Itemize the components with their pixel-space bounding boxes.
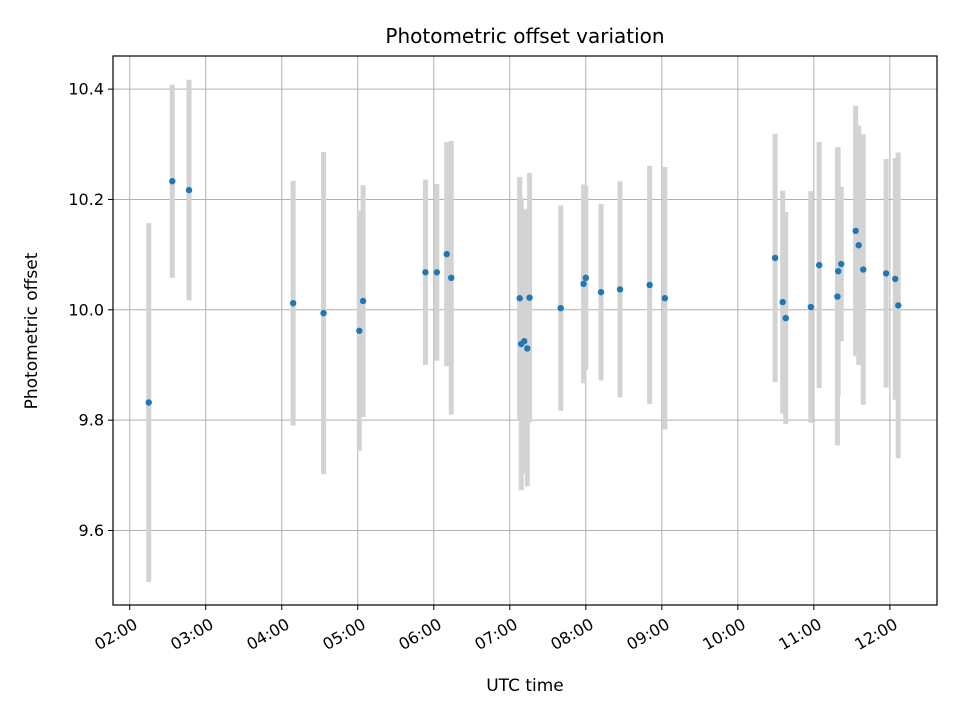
y-tick-label: 10.0 [68, 300, 104, 319]
x-axis-title: UTC time [486, 676, 564, 696]
data-point [834, 293, 841, 300]
data-point [516, 295, 523, 302]
data-point [433, 269, 441, 276]
data-point [289, 299, 297, 307]
data-point [169, 178, 176, 185]
y-tick-label: 9.6 [79, 521, 104, 540]
chart-title: Photometric offset variation [385, 24, 664, 48]
data-point [580, 280, 587, 288]
data-point [895, 302, 902, 309]
data-point [557, 304, 564, 312]
data-point [356, 327, 363, 334]
data-point [807, 303, 815, 311]
data-point [882, 270, 890, 277]
data-point [782, 314, 789, 322]
y-axis-title: Photometric offset [22, 252, 42, 409]
data-point [521, 338, 528, 345]
data-point [891, 275, 899, 283]
data-point [616, 286, 624, 293]
y-tick-label: 10.4 [68, 80, 104, 99]
data-points [145, 178, 902, 406]
data-point [422, 269, 429, 276]
data-point [834, 267, 842, 275]
data-point [852, 227, 859, 235]
data-point [582, 274, 590, 282]
y-tick-label: 10.2 [68, 190, 104, 209]
data-point [771, 254, 779, 262]
data-point [359, 297, 367, 305]
data-point [860, 266, 867, 273]
data-point [815, 261, 823, 269]
data-point [646, 281, 653, 289]
data-point [320, 309, 327, 317]
data-point [524, 345, 531, 352]
plot-frame [112, 55, 938, 606]
data-point [661, 295, 669, 302]
data-point [145, 399, 152, 406]
data-point [597, 288, 605, 296]
data-point [855, 242, 862, 249]
data-point [443, 250, 450, 258]
data-point [448, 274, 455, 282]
data-point [526, 294, 533, 301]
y-tick-label: 9.8 [79, 411, 104, 430]
y-axis: 9.6 9.8 10.0 10.2 10.4 [68, 80, 113, 540]
data-point [185, 186, 193, 194]
data-point [779, 298, 786, 306]
data-point [838, 260, 845, 268]
